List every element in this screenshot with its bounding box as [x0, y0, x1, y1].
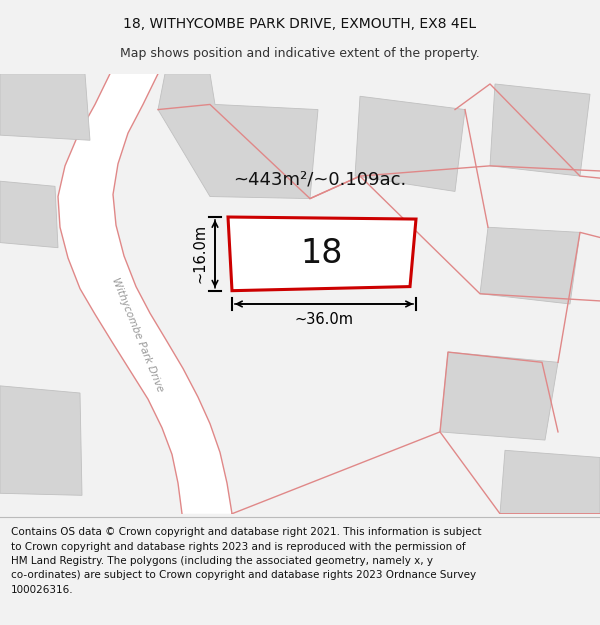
- Text: ~36.0m: ~36.0m: [295, 312, 353, 327]
- Polygon shape: [158, 74, 318, 199]
- Text: 18: 18: [301, 237, 343, 270]
- Polygon shape: [480, 228, 580, 304]
- Text: ~443m²/~0.109ac.: ~443m²/~0.109ac.: [233, 171, 407, 188]
- Polygon shape: [0, 181, 58, 248]
- Polygon shape: [355, 96, 465, 191]
- Polygon shape: [440, 352, 558, 440]
- Polygon shape: [58, 74, 232, 514]
- Polygon shape: [500, 450, 600, 514]
- Polygon shape: [228, 217, 416, 291]
- Text: Contains OS data © Crown copyright and database right 2021. This information is : Contains OS data © Crown copyright and d…: [11, 527, 481, 595]
- Polygon shape: [0, 74, 90, 140]
- Text: ~16.0m: ~16.0m: [192, 224, 207, 283]
- Text: Withycombe Park Drive: Withycombe Park Drive: [110, 276, 166, 393]
- Text: Map shows position and indicative extent of the property.: Map shows position and indicative extent…: [120, 47, 480, 59]
- Polygon shape: [490, 84, 590, 176]
- Text: 18, WITHYCOMBE PARK DRIVE, EXMOUTH, EX8 4EL: 18, WITHYCOMBE PARK DRIVE, EXMOUTH, EX8 …: [124, 17, 476, 31]
- Polygon shape: [0, 386, 82, 496]
